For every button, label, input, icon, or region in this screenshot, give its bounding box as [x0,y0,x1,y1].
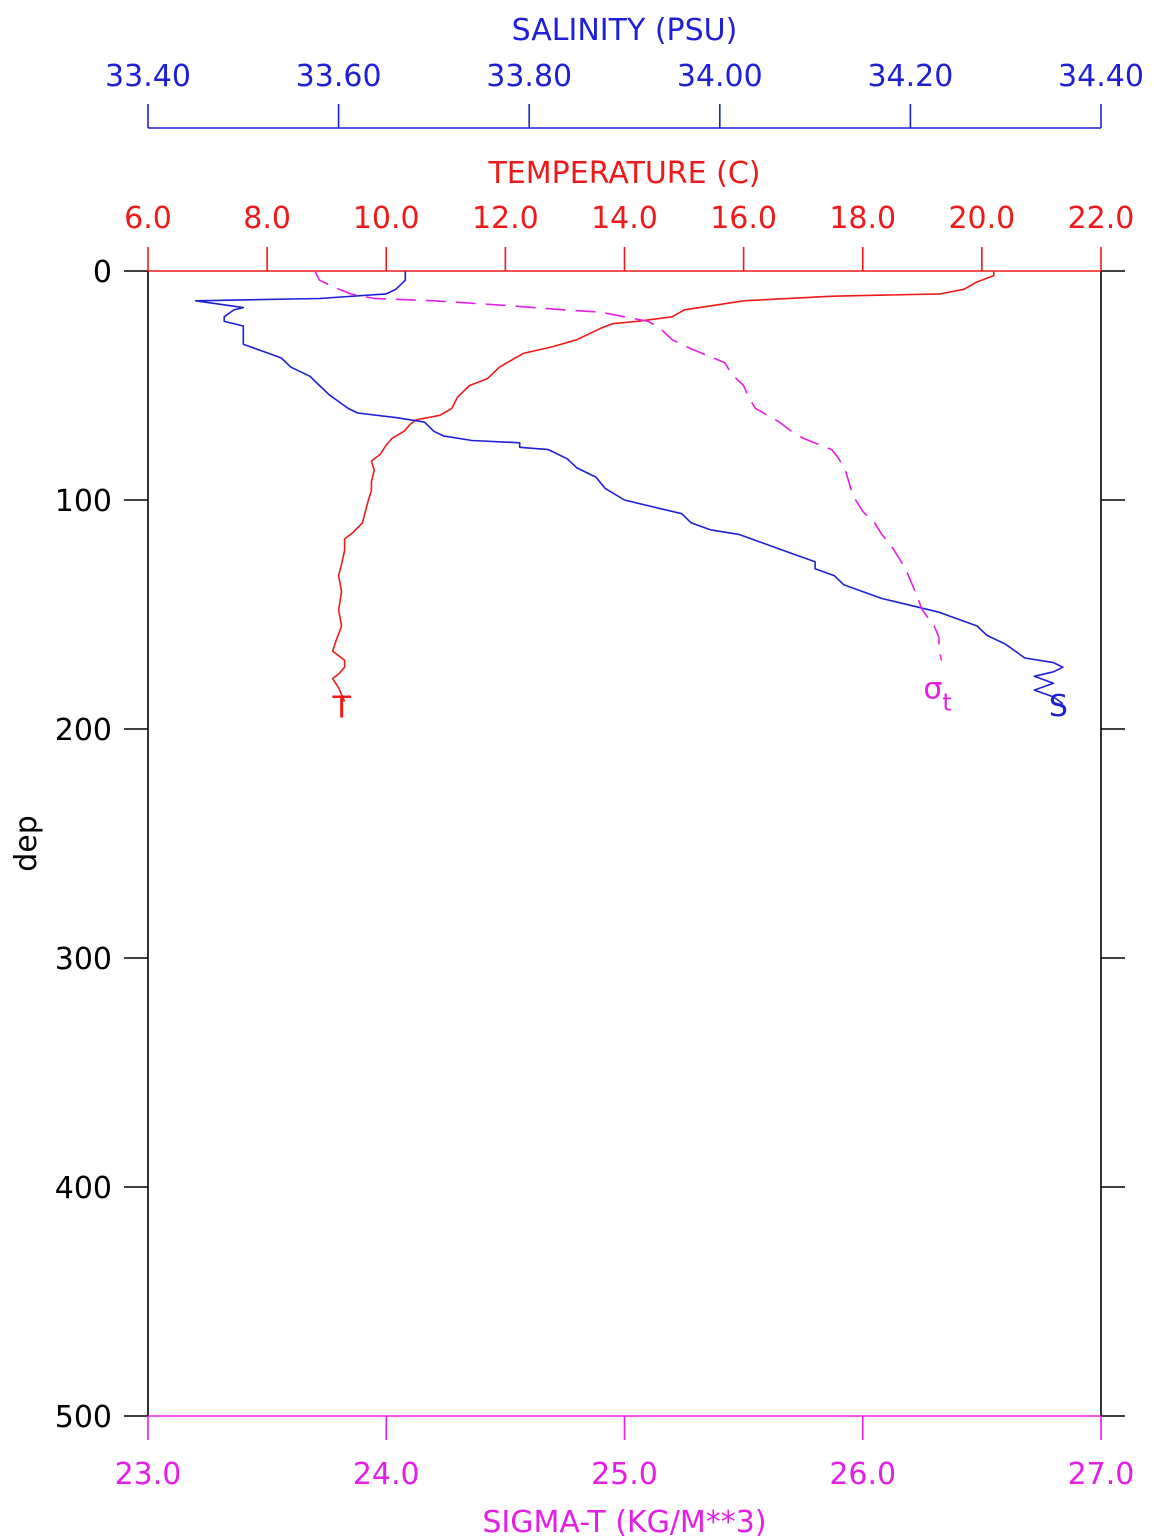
depth-tick-label: 100 [55,484,112,519]
sigma-t-tick-label: 25.0 [591,1457,658,1492]
series-end-label-salinity: S [1049,689,1068,724]
temperature-tick-label: 6.0 [124,201,172,236]
temperature-tick-label: 12.0 [472,201,539,236]
temperature-tick-label: 16.0 [710,201,777,236]
depth-axis-title: dep [9,815,44,872]
series-line-temperature [331,271,995,702]
temperature-tick-label: 18.0 [829,201,896,236]
temperature-tick-label: 20.0 [948,201,1015,236]
depth-tick-label: 400 [55,1171,112,1206]
temperature-tick-label: 22.0 [1068,201,1135,236]
sigma-t-tick-label: 24.0 [353,1457,420,1492]
sigma-t-tick-label: 27.0 [1068,1457,1135,1492]
depth-tick-label: 0 [93,255,112,290]
plot-frame [147,271,1102,1416]
series-end-label-temperature: T [332,691,352,726]
depth-tick-label: 300 [55,942,112,977]
series-end-label-sigma_t: σt [923,671,951,716]
series-group: T Sσt [194,270,1068,726]
series-line-salinity [194,271,1064,705]
salinity-tick-label: 33.60 [296,59,382,94]
depth-tick-label: 200 [55,713,112,748]
sigma-t-axis-title: SIGMA-T (KG/M**3) [482,1505,766,1539]
sigma-t-tick-label: 26.0 [829,1457,896,1492]
salinity-axis-title: SALINITY (PSU) [512,13,738,48]
axes-group: 0 100 200 300 400 500 33.40 33.60 33.80 34.00 34.2… [55,59,1144,1492]
salinity-tick-label: 34.00 [677,59,763,94]
sigma-t-tick-label: 23.0 [115,1457,182,1492]
series-line-sigma_t [314,270,943,661]
temperature-axis-title: TEMPERATURE (C) [487,156,760,191]
temperature-tick-label: 8.0 [243,201,291,236]
salinity-tick-label: 33.80 [486,59,572,94]
temperature-tick-label: 10.0 [353,201,420,236]
temperature-tick-label: 14.0 [591,201,658,236]
depth-tick-label: 500 [55,1400,112,1435]
salinity-tick-label: 34.20 [867,59,953,94]
salinity-tick-label: 33.40 [105,59,191,94]
salinity-tick-label: 34.40 [1058,59,1144,94]
